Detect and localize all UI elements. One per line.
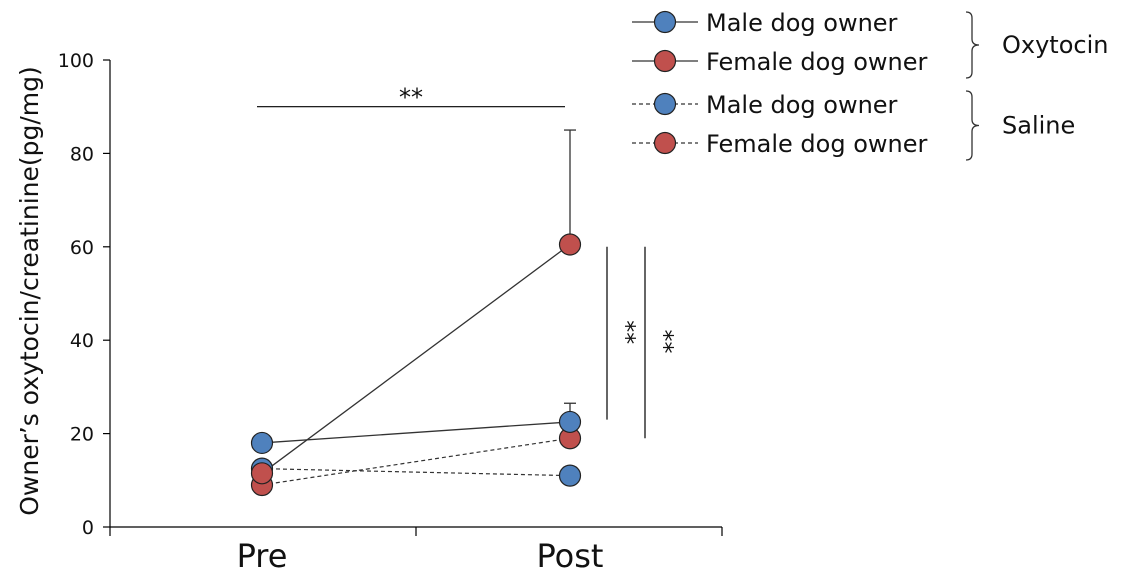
y-tick-label: 20 [70,424,94,446]
y-tick-label: 60 [70,237,94,259]
annotations: ** ** ** [257,84,678,439]
x-tick-label: Post [537,537,604,574]
y-axis-label: Owner’s oxytocin/creatinine(pg/mg) [15,66,44,516]
data-point [558,410,582,434]
y-tick-label: 40 [70,330,94,352]
legend-marker [653,10,677,34]
series-line [261,468,571,477]
legend-label: Female dog owner [706,130,927,158]
data-point [558,464,582,487]
legend-marker [653,131,677,155]
y-tick-label: 100 [58,50,94,72]
x-tick-label: Pre [237,537,288,574]
axes: 0 20 40 60 80 100 Pre Post [58,50,723,574]
y-tick-label: 80 [70,143,94,165]
series-line [261,437,571,486]
legend-group-label: Oxytocin [1002,31,1108,59]
legend-marker [653,49,677,73]
significance-marker: ** [650,330,678,354]
legend-group-brace [965,11,980,79]
legend-label: Male dog owner [706,91,898,119]
significance-marker: ** [399,84,423,112]
series-line [261,243,571,474]
data-point [250,462,274,485]
legend: Male dog owner Female dog owner Male dog o… [632,9,1108,161]
series-layer [250,129,582,497]
legend-label: Male dog owner [706,9,898,37]
data-point [558,233,582,256]
y-tick-label: 0 [82,517,94,539]
data-point [250,431,274,455]
legend-label: Female dog owner [706,48,927,76]
legend-marker [653,92,677,116]
legend-group-brace [965,90,980,161]
series-line [261,421,571,444]
significance-marker: ** [612,320,640,344]
legend-group-label: Saline [1002,112,1075,140]
